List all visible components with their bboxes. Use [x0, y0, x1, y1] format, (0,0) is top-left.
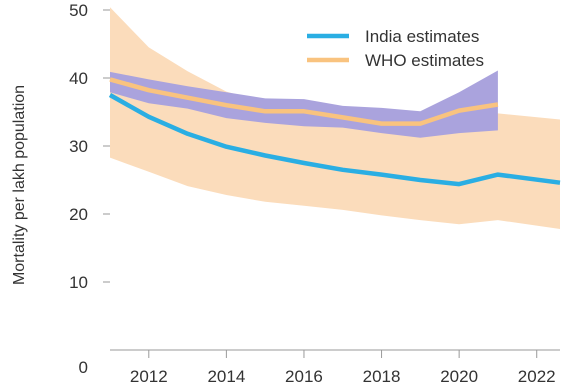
y-tick-label: 0 [79, 358, 88, 377]
x-tick-label: 2014 [207, 367, 245, 386]
y-axis-ticks: 0 10 20 30 40 50 [69, 1, 110, 377]
y-tick-label: 10 [69, 273, 88, 292]
legend-label: WHO estimates [365, 51, 484, 70]
x-tick-label: 2020 [440, 367, 478, 386]
x-tick-label: 2012 [130, 367, 168, 386]
x-tick-label: 2022 [518, 367, 556, 386]
y-tick-label: 50 [69, 1, 88, 20]
legend-item-1: India estimates [307, 27, 479, 46]
legend-item-2: WHO estimates [307, 51, 484, 70]
series-lines [108, 77, 561, 187]
uncertainty-band-2 [110, 70, 498, 138]
series-line-1 [108, 93, 561, 187]
legend: India estimates WHO estimates [307, 27, 484, 70]
legend-label: India estimates [365, 27, 479, 46]
series-line-2 [109, 77, 499, 126]
x-tick-label: 2016 [285, 367, 323, 386]
y-axis-label: Mortality per lakh population [11, 85, 28, 285]
x-axis-ticks: 2012 2014 2016 2018 2020 2022 [130, 350, 556, 386]
x-tick-label: 2018 [363, 367, 401, 386]
y-tick-label: 20 [69, 205, 88, 224]
y-tick-label: 30 [69, 137, 88, 156]
y-tick-label: 40 [69, 69, 88, 88]
